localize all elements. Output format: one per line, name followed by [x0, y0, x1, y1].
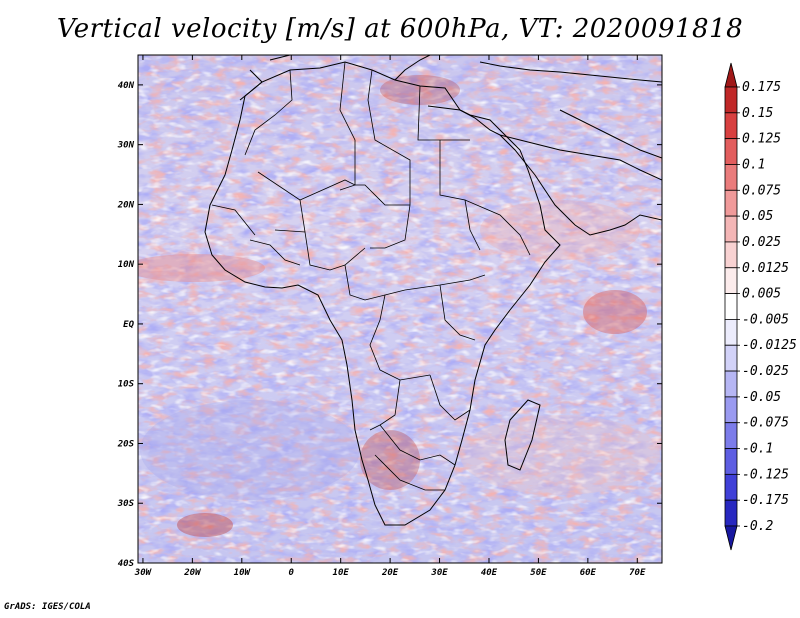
lon-tick-label: 30W	[134, 568, 153, 578]
colorbar-label: -0.125	[742, 467, 789, 482]
colorbar-bottom-arrow	[724, 525, 738, 551]
lat-tick-label: 30S	[117, 499, 135, 509]
lon-tick-label: 60E	[580, 568, 597, 578]
colorbar-label: -0.075	[742, 416, 789, 431]
latitude-axis: 40N 30N 20N 10N EQ 10S 20S 30S 40S	[117, 81, 662, 569]
lon-tick-label: 30E	[430, 568, 448, 578]
colorbar-box	[724, 448, 738, 475]
colorbar-label: 0.1	[742, 157, 765, 172]
colorbar: 0.175 0.15 0.125 0.1 0.075 0.05 0.025 0.0125 0.0…	[724, 62, 797, 551]
colorbar-label: 0.025	[742, 235, 781, 250]
lon-tick-label: 40E	[481, 568, 498, 578]
colorbar-box	[724, 189, 738, 217]
lat-tick-label: EQ	[123, 320, 134, 330]
colorbar-box	[724, 319, 738, 346]
lat-tick-label: 40N	[118, 81, 135, 91]
colorbar-box	[724, 241, 738, 269]
country-borders	[211, 61, 531, 491]
credit-text: GrADS: IGES/COLA	[4, 602, 91, 612]
lat-tick-label: 40S	[118, 559, 135, 569]
colorbar-box	[724, 344, 738, 372]
colorbar-label: 0.15	[742, 106, 773, 121]
lat-tick-label: 10S	[118, 380, 135, 390]
colorbar-label: 0.005	[742, 287, 781, 302]
colorbar-box	[724, 164, 738, 191]
colorbar-label: -0.005	[742, 312, 789, 327]
colorbar-label: -0.1	[742, 442, 773, 457]
lon-tick-label: 20W	[183, 568, 202, 578]
lon-tick-label: 20E	[381, 568, 399, 578]
colorbar-box	[724, 370, 738, 398]
colorbar-label: -0.175	[742, 493, 789, 508]
colorbar-box	[724, 499, 738, 527]
colorbar-box	[724, 396, 738, 424]
colorbar-label: -0.05	[742, 390, 781, 405]
colorbar-box	[724, 473, 738, 501]
colorbar-label: -0.025	[742, 364, 789, 379]
colorbar-label: -0.2	[742, 519, 773, 534]
colorbar-label: 0.05	[742, 209, 773, 224]
colorbar-box	[724, 138, 738, 165]
lat-tick-label: 20N	[117, 200, 135, 210]
lon-tick-label: 10E	[333, 568, 350, 578]
colorbar-top-arrow	[724, 62, 738, 88]
longitude-axis: 30W 20W 10W 0 10E 20E 30E 40E 50E 60E 70E	[134, 55, 646, 578]
lat-tick-label: 20S	[117, 439, 135, 449]
colorbar-box	[724, 267, 738, 294]
velocity-field	[138, 55, 662, 563]
coastlines	[204, 55, 662, 526]
colorbar-box	[724, 293, 738, 320]
map-title: Vertical velocity [m/s] at 600hPa, VT: 2…	[56, 14, 744, 44]
colorbar-box	[724, 112, 738, 140]
lon-tick-label: 0	[289, 568, 295, 578]
colorbar-box	[724, 215, 738, 243]
lat-tick-label: 10N	[118, 260, 135, 270]
map-frame	[137, 54, 663, 564]
colorbar-box	[724, 422, 738, 449]
colorbar-label: 0.075	[742, 183, 781, 198]
colorbar-label: 0.0125	[742, 261, 789, 276]
lat-tick-label: 30N	[117, 141, 135, 151]
colorbar-label: 0.125	[742, 132, 781, 147]
lon-tick-label: 10W	[234, 568, 252, 578]
lon-tick-label: 70E	[629, 568, 646, 578]
colorbar-label: -0.0125	[742, 338, 797, 353]
colorbar-box	[724, 86, 738, 114]
colorbar-label: 0.175	[742, 80, 781, 95]
lon-tick-label: 50E	[530, 568, 547, 578]
